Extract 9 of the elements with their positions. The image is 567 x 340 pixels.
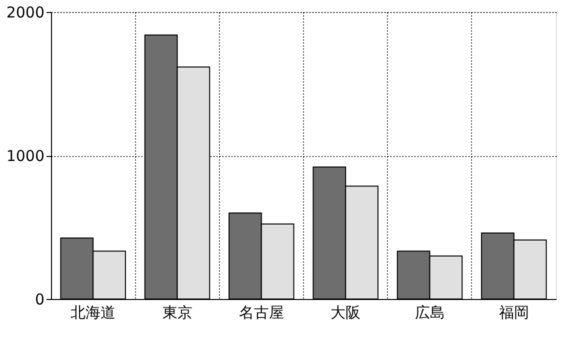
x-tick-label: 福岡 bbox=[498, 304, 529, 322]
x-tick-label: 広島 bbox=[414, 304, 445, 322]
x-tick-label: 東京 bbox=[162, 304, 192, 322]
y-tick-label: 1000 bbox=[6, 147, 44, 165]
x-tick-label: 北海道 bbox=[70, 304, 116, 322]
y-tick-label: 2000 bbox=[6, 4, 44, 22]
x-tick-label: 大阪 bbox=[330, 304, 361, 322]
x-tick-label: 名古屋 bbox=[238, 304, 284, 322]
y-tick-label: 0 bbox=[34, 290, 44, 308]
